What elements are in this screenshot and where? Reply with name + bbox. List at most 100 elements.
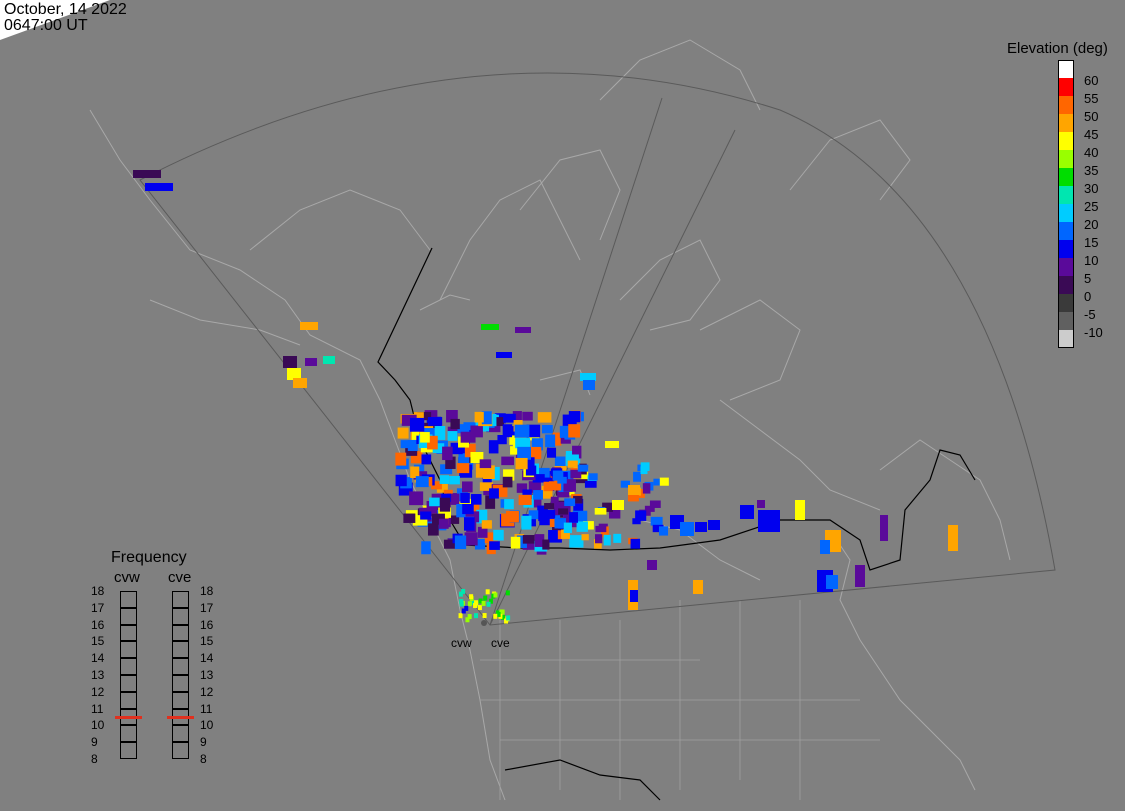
echo-cell [470,494,482,505]
echo-cell [417,412,432,421]
echo-cell [628,485,640,495]
legend-level-label: 60 [1084,73,1099,88]
echo-cell [525,465,537,476]
frequency-cell [120,691,137,709]
echo-cell [395,452,407,466]
echo-cell [693,580,703,594]
echo-cell [538,509,548,522]
frequency-scale-right: 9 [200,735,207,750]
echo-cell [630,590,638,602]
echo-cell [470,599,475,605]
echo-cell [534,534,545,547]
legend-swatch [1058,330,1074,348]
frequency-scale-left: 17 [91,600,105,615]
echo-cell [517,446,532,460]
frequency-scale-left: 11 [91,701,104,716]
echo-cell [695,522,707,532]
echo-cell [462,481,473,493]
echo-cell [627,494,639,502]
legend-level-label: 30 [1084,181,1099,196]
echo-cell [283,356,297,368]
echo-cell [481,324,499,330]
echo-cell [462,503,474,515]
echo-cell [515,457,528,470]
echo-cell [456,504,466,518]
echo-cell [573,498,584,512]
echo-cell [490,466,500,481]
echo-cell [459,601,464,607]
echo-cell [467,614,472,620]
echo-cell [568,411,581,423]
echo-cell [420,432,430,443]
echo-cell [293,378,307,388]
echo-cell [421,454,432,465]
echo-cell [446,410,458,423]
echo-cell [603,534,611,546]
frequency-scale-right: 13 [200,668,214,682]
echo-cell [522,489,532,500]
echo-cell [443,539,456,549]
echo-cell [550,496,559,504]
echo-cell [545,434,556,448]
echo-cell [305,358,317,366]
legend-level-label: 5 [1084,271,1092,286]
echo-cell [470,425,483,438]
echo-cell [479,482,493,491]
date-text: October, 14 2022 [4,1,127,18]
echo-cell [501,456,515,466]
echo-cell [620,480,630,488]
echo-cell [463,422,476,432]
frequency-label-cve: cve [168,569,192,586]
legend-level-label: -10 [1084,325,1103,340]
echo-cell [573,495,583,504]
echo-cell [467,601,472,607]
echo-cell [630,538,641,549]
echo-cell [420,511,432,520]
echo-cell [595,534,603,544]
echo-cell [649,500,661,508]
frequency-cell [172,591,189,608]
echo-cell [432,443,445,454]
echo-cell [505,590,510,596]
echo-cell [464,443,476,458]
echo-cell [434,426,446,440]
echo-cell [880,515,888,541]
echo-cell [450,442,463,455]
echo-cell [652,524,664,533]
legend-level-label: 40 [1084,145,1099,160]
echo-cell [567,460,578,468]
frequency-cell [120,624,137,642]
echo-cell [528,510,539,520]
frequency-scale-right: 14 [200,651,214,666]
frequency-scale-left: 13 [91,668,105,682]
legend-level-label: 15 [1084,235,1099,250]
legend-swatch [1058,168,1074,186]
echo-cell [489,488,499,499]
frequency-scale-left: 9 [91,735,98,750]
echo-cell [605,441,619,448]
frequency-cell [120,607,137,625]
legend-swatch [1058,276,1074,294]
frequency-scale-left: 8 [91,752,98,766]
echo-cell [570,469,582,479]
legend-level-label: 25 [1084,199,1099,214]
echo-cell [478,598,483,604]
echo-cell [522,411,533,421]
echo-cell [501,614,506,620]
echo-cell [469,594,474,600]
earth-terminator-shade [0,0,110,40]
echo-cell [506,615,511,621]
echo-cell [826,575,838,589]
echo-cell [458,591,463,597]
echo-cell [426,500,438,514]
echo-cell [485,589,490,595]
echo-cell [497,435,507,445]
echo-cell [431,481,442,490]
echo-cell [515,327,531,333]
frequency-marker [115,716,142,719]
legend-level-label: 20 [1084,217,1099,232]
echo-cell [564,498,576,507]
echo-cell [427,435,438,450]
echo-cell [481,411,492,425]
echo-cell [543,481,553,492]
